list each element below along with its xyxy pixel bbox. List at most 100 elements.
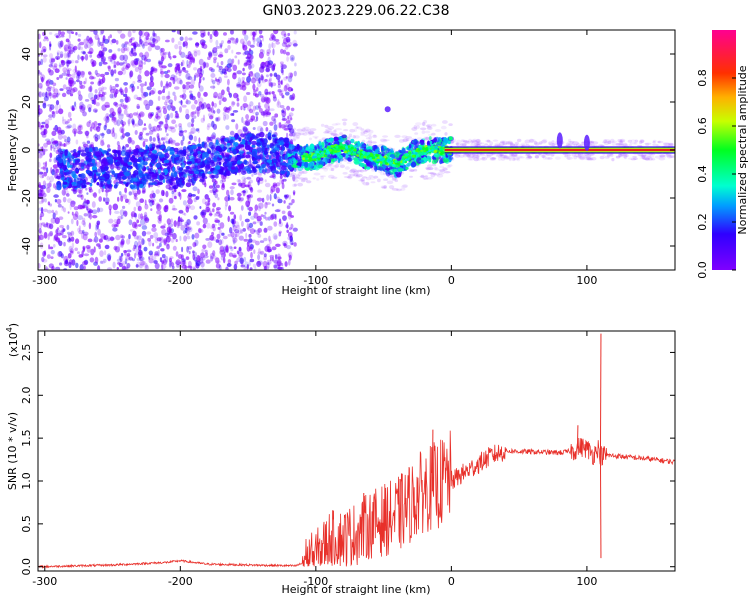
noise-dot xyxy=(149,135,153,142)
ridge-dot xyxy=(241,155,246,159)
noise-dot xyxy=(257,227,263,233)
noise-dot xyxy=(45,123,49,129)
noise-dot xyxy=(113,120,118,126)
noise-dot xyxy=(157,249,160,257)
noise-dot xyxy=(65,51,72,59)
noise-dot xyxy=(292,227,298,232)
noise-dot xyxy=(128,256,133,261)
noise-dot xyxy=(156,209,162,215)
noise-dot xyxy=(62,143,68,147)
noise-dot xyxy=(178,49,182,56)
noise-dot xyxy=(118,255,122,261)
noise-dot xyxy=(78,225,81,232)
noise-dot xyxy=(175,65,181,71)
noise-dot xyxy=(166,95,171,100)
noise-dot xyxy=(175,259,181,266)
haze-dot xyxy=(492,139,499,142)
noise-dot xyxy=(53,63,58,68)
noise-dot xyxy=(110,39,113,45)
ridge-dot xyxy=(187,166,191,169)
noise-dot xyxy=(192,250,195,254)
noise-dot xyxy=(277,198,283,204)
noise-dot xyxy=(115,83,119,88)
haze-dot xyxy=(367,133,372,136)
noise-dot xyxy=(203,91,208,97)
noise-dot xyxy=(271,91,275,95)
noise-dot xyxy=(150,208,153,212)
noise-dot xyxy=(104,189,110,193)
noise-dot xyxy=(140,57,144,64)
noise-dot xyxy=(62,116,64,122)
noise-dot xyxy=(135,264,139,268)
ridge-dot xyxy=(71,164,75,171)
haze-dot xyxy=(454,154,461,158)
noise-dot xyxy=(204,201,210,206)
ridge-dot xyxy=(353,159,359,164)
noise-dot xyxy=(120,119,124,125)
noise-dot xyxy=(179,94,184,98)
noise-dot xyxy=(207,136,211,141)
noise-dot xyxy=(125,198,129,203)
ridge-dot xyxy=(84,155,90,160)
noise-dot xyxy=(220,252,226,258)
noise-dot xyxy=(76,219,79,227)
haze-dot xyxy=(372,134,378,139)
noise-dot xyxy=(152,137,156,142)
noise-dot xyxy=(98,188,101,194)
haze-dot xyxy=(353,128,358,133)
noise-dot xyxy=(72,128,78,134)
noise-dot xyxy=(260,96,267,103)
noise-dot xyxy=(63,143,66,147)
noise-dot xyxy=(202,77,205,81)
noise-dot xyxy=(189,131,194,135)
noise-dot xyxy=(150,66,156,72)
noise-dot xyxy=(64,138,67,143)
noise-dot xyxy=(193,197,197,203)
noise-dot xyxy=(185,98,189,105)
noise-dot xyxy=(69,93,74,97)
noise-dot xyxy=(80,232,84,240)
noise-dot xyxy=(83,231,89,236)
noise-dot xyxy=(102,86,107,90)
haze-dot xyxy=(434,129,442,132)
haze-dot xyxy=(425,167,431,171)
noise-dot xyxy=(124,96,129,103)
noise-dot xyxy=(233,246,237,249)
haze-dot xyxy=(355,174,361,178)
noise-dot xyxy=(130,37,133,41)
haze-dot xyxy=(373,175,379,179)
noise-dot xyxy=(293,70,297,77)
noise-dot xyxy=(269,256,272,262)
noise-dot xyxy=(104,71,110,76)
noise-dot xyxy=(275,196,280,200)
ridge-dot xyxy=(392,168,397,173)
noise-dot xyxy=(93,30,98,35)
noise-dot xyxy=(77,124,84,131)
haze-dot xyxy=(312,177,316,180)
noise-dot xyxy=(54,217,60,225)
noise-dot xyxy=(52,86,55,93)
noise-dot xyxy=(253,38,256,45)
noise-dot xyxy=(185,72,191,80)
noise-dot xyxy=(231,182,237,186)
noise-dot xyxy=(59,141,63,147)
noise-dot xyxy=(165,103,169,109)
noise-dot xyxy=(283,242,287,247)
noise-dot xyxy=(42,102,47,109)
noise-dot xyxy=(43,96,49,102)
noise-dot xyxy=(46,140,51,145)
noise-dot xyxy=(106,253,112,261)
noise-dot xyxy=(151,227,157,233)
noise-dot xyxy=(181,104,187,108)
noise-dot xyxy=(250,187,253,192)
noise-dot xyxy=(277,99,280,106)
noise-dot xyxy=(44,119,50,126)
noise-dot xyxy=(199,206,202,209)
noise-dot xyxy=(190,194,196,197)
noise-dot xyxy=(138,60,144,68)
noise-dot xyxy=(68,43,74,50)
noise-dot xyxy=(63,207,66,213)
noise-dot xyxy=(49,152,53,159)
noise-dot xyxy=(122,104,127,110)
noise-dot xyxy=(47,201,51,206)
